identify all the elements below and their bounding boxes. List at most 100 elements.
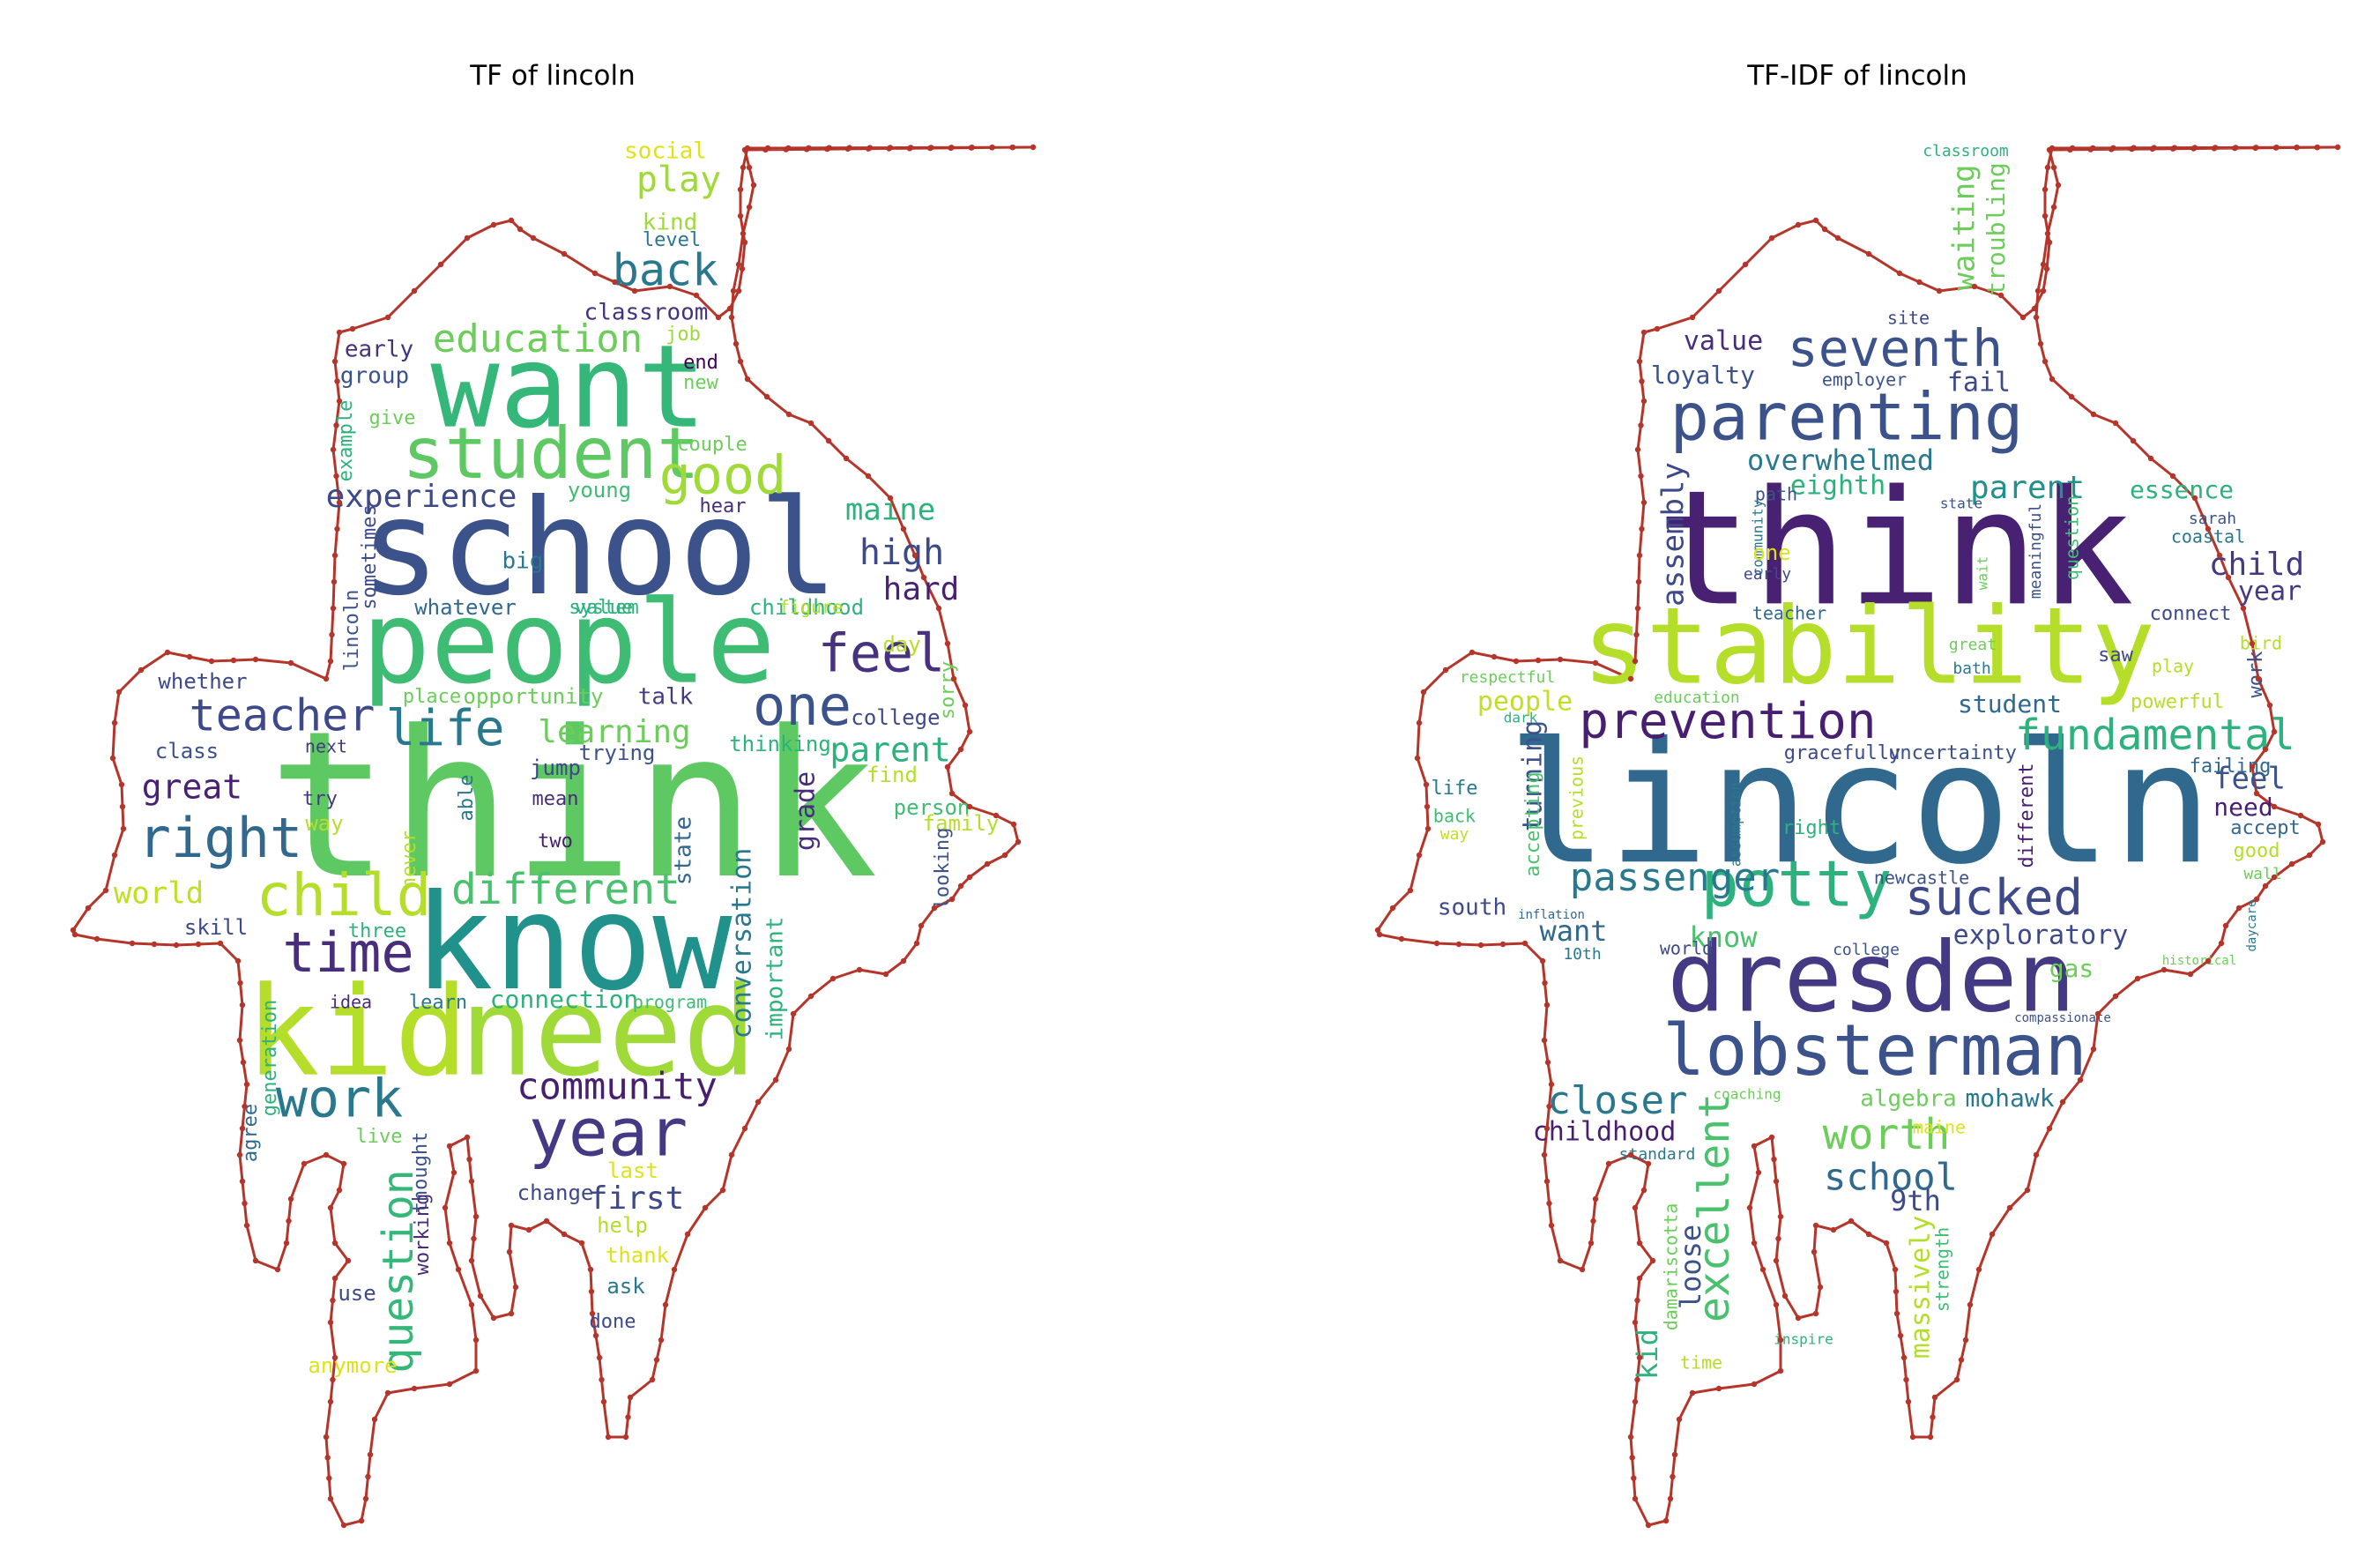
outline-dot bbox=[719, 1187, 726, 1194]
word-state: state bbox=[1940, 495, 1982, 512]
outline-dot bbox=[109, 755, 116, 762]
outline-dot bbox=[737, 212, 744, 220]
outline-dot bbox=[1636, 358, 1643, 365]
outline-dot bbox=[252, 1257, 259, 1264]
outline-dot bbox=[2147, 455, 2154, 462]
word-people: people bbox=[1477, 687, 1573, 718]
outline-dot bbox=[1896, 270, 1903, 277]
word-end: end bbox=[683, 352, 718, 374]
word-hear: hear bbox=[700, 495, 747, 518]
word-sarah: sarah bbox=[2189, 510, 2236, 528]
outline-dot bbox=[741, 1125, 748, 1132]
word-sometimes: sometimes bbox=[359, 504, 381, 609]
outline-dot bbox=[1543, 1178, 1551, 1185]
outline-dot bbox=[2129, 145, 2135, 153]
word-inflation: inflation bbox=[1518, 908, 1585, 922]
outline-dot bbox=[1645, 1522, 1652, 1529]
outline-dot bbox=[1629, 1455, 1635, 1461]
outline-dot bbox=[1930, 1414, 1936, 1420]
outline-dot bbox=[471, 1235, 477, 1242]
word-work: work bbox=[276, 1069, 404, 1130]
word-level: level bbox=[643, 229, 701, 251]
outline-dot bbox=[865, 145, 872, 152]
word-cloud-left: thinkschoolwantpeopleknowkidneedstudenty… bbox=[114, 138, 1000, 1379]
outline-dot bbox=[957, 882, 964, 890]
word-figure: figure bbox=[779, 597, 843, 618]
outline-dot bbox=[365, 1473, 371, 1480]
outline-dot bbox=[239, 1125, 246, 1132]
word-loose: loose bbox=[1674, 1225, 1707, 1309]
word-passenger: passenger bbox=[1570, 855, 1780, 900]
outline-dot bbox=[349, 325, 356, 332]
outline-dot bbox=[2108, 146, 2115, 153]
outline-dot bbox=[625, 1414, 631, 1420]
outline-dot bbox=[911, 552, 919, 559]
outline-dot bbox=[662, 1301, 669, 1308]
outline-dot bbox=[2240, 605, 2247, 612]
outline-dot bbox=[2068, 393, 2075, 400]
word-sucked: sucked bbox=[1905, 869, 2083, 927]
outline-dot bbox=[508, 217, 515, 224]
outline-dot bbox=[1010, 821, 1017, 828]
outline-dot bbox=[1931, 1394, 1938, 1401]
outline-dot bbox=[2134, 975, 2141, 982]
word-whether: whether bbox=[158, 669, 247, 694]
word-use: use bbox=[338, 1281, 376, 1306]
outline-dot bbox=[330, 605, 337, 612]
word-child: child bbox=[2209, 547, 2304, 583]
outline-dot bbox=[1455, 941, 1462, 948]
outline-dot bbox=[543, 1218, 550, 1225]
outline-dot bbox=[993, 812, 1000, 819]
word-childhood: childhood bbox=[749, 595, 864, 620]
outline-dot bbox=[2031, 305, 2038, 312]
outline-dot bbox=[217, 940, 224, 947]
outline-dot bbox=[1521, 940, 1528, 947]
word-education: education bbox=[1654, 689, 1740, 707]
outline-dot bbox=[323, 1434, 330, 1441]
outline-dot bbox=[2211, 145, 2218, 152]
outline-dot bbox=[2050, 164, 2057, 171]
outline-dot bbox=[358, 1517, 365, 1524]
word-early: early bbox=[345, 337, 413, 363]
outline-dot bbox=[1423, 781, 1430, 788]
word-fail: fail bbox=[1947, 368, 2011, 398]
word-thought: thought bbox=[410, 1132, 432, 1214]
outline-dot bbox=[631, 287, 638, 294]
word-couple: couple bbox=[677, 434, 747, 456]
outline-dot bbox=[1746, 1204, 1753, 1211]
word-strength: strength bbox=[1932, 1227, 1953, 1312]
word-south: south bbox=[1438, 895, 1506, 921]
word-opportunity: opportunity bbox=[464, 684, 604, 709]
outline-dot bbox=[1590, 1218, 1596, 1225]
outline-dot bbox=[948, 790, 956, 797]
outline-dot bbox=[239, 1002, 246, 1009]
word-need: need bbox=[459, 961, 756, 1105]
outline-dot bbox=[70, 927, 77, 934]
outline-dot bbox=[450, 1169, 457, 1176]
outline-dot bbox=[1759, 1266, 1766, 1273]
outline-dot bbox=[371, 1416, 378, 1423]
word-done: done bbox=[590, 1311, 636, 1333]
outline-dot bbox=[446, 1143, 453, 1150]
outline-dot bbox=[1632, 658, 1639, 665]
outline-dot bbox=[345, 1257, 352, 1264]
outline-dot bbox=[468, 1301, 475, 1308]
outline-dot bbox=[1592, 1195, 1599, 1203]
outline-dot bbox=[2090, 411, 2097, 418]
outline-dot bbox=[2271, 874, 2278, 881]
word-lincoln: lincoln bbox=[1507, 706, 2213, 901]
outline-dot bbox=[2006, 1204, 2013, 1211]
word-wait: wait bbox=[1975, 556, 1991, 591]
outline-dot bbox=[1689, 1389, 1696, 1396]
word-think: think bbox=[1656, 457, 2134, 641]
outline-dot bbox=[334, 378, 340, 384]
outline-dot bbox=[327, 658, 334, 665]
outline-dot bbox=[561, 1231, 568, 1238]
word-working: working bbox=[412, 1194, 434, 1276]
outline-dot bbox=[1654, 325, 1661, 332]
outline-dot bbox=[948, 145, 954, 152]
outline-left bbox=[71, 145, 1035, 1527]
outline-dot bbox=[587, 1266, 594, 1273]
outline-dot bbox=[331, 1354, 338, 1361]
outline-dot bbox=[2044, 230, 2051, 237]
